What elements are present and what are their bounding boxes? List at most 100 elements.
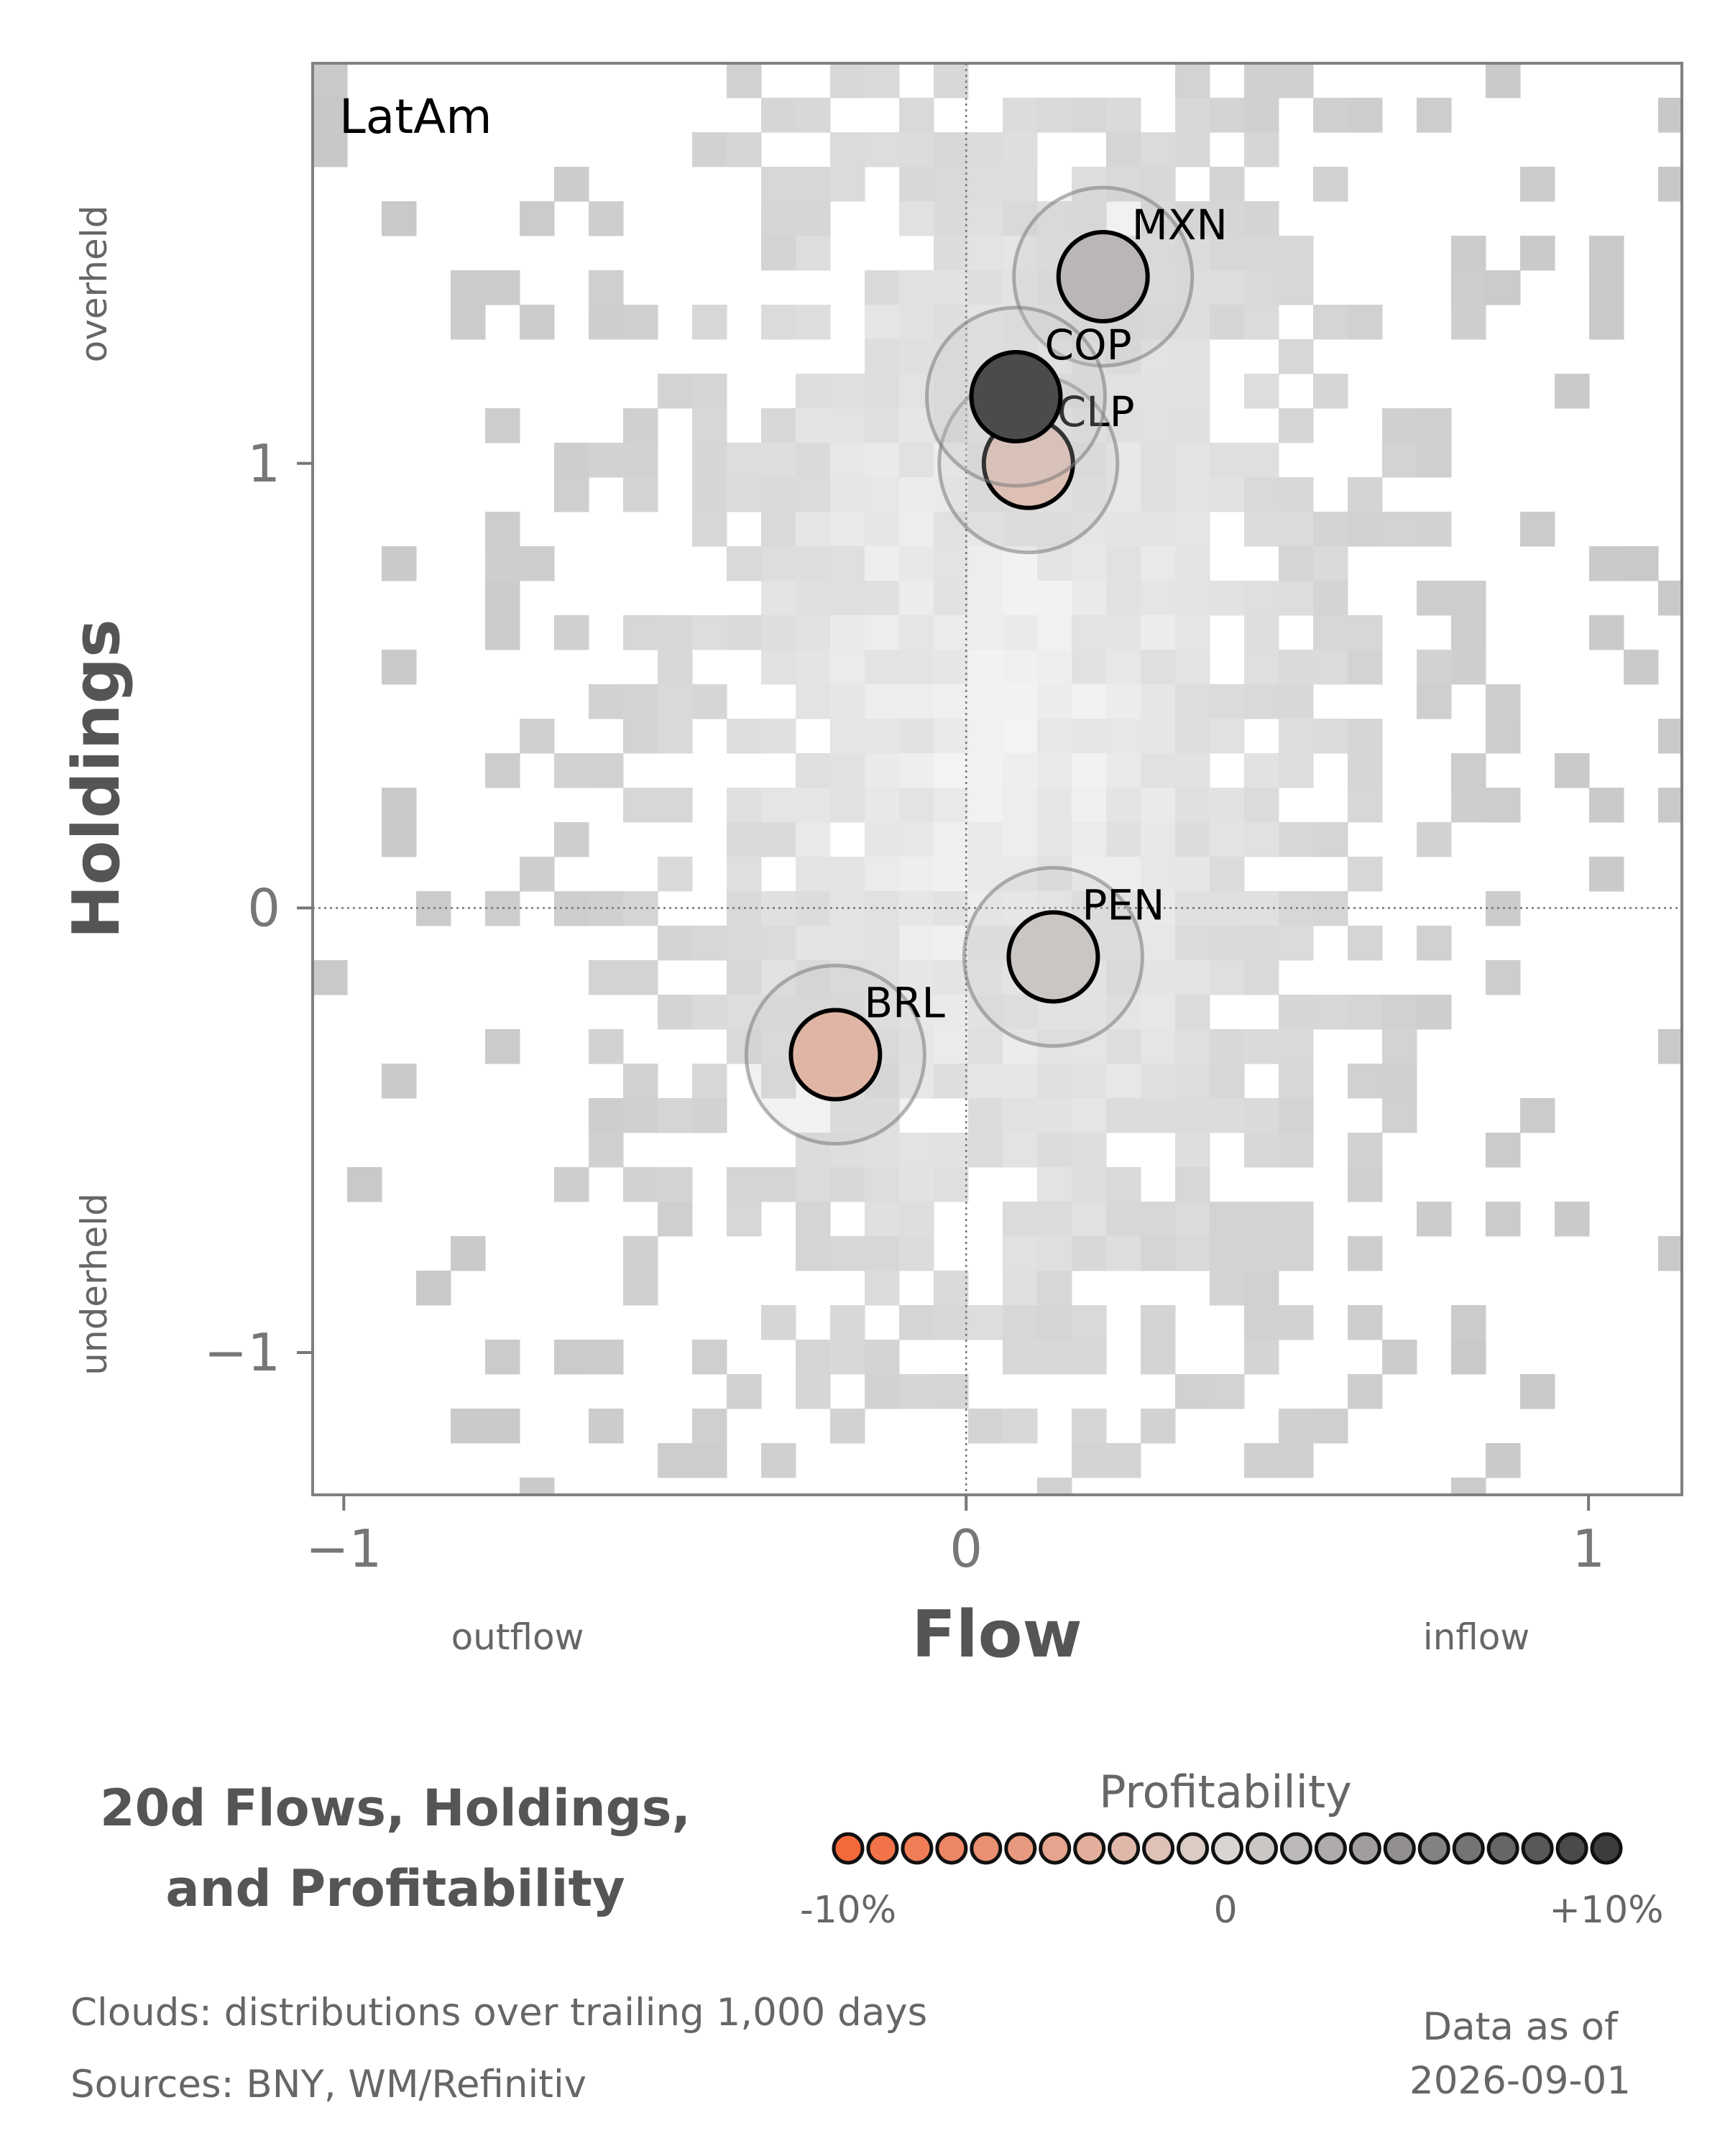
density-cell (1003, 684, 1038, 719)
density-cell (796, 236, 831, 271)
density-cell (382, 546, 417, 581)
density-cell (1106, 1443, 1141, 1478)
density-cell (1106, 581, 1141, 616)
density-cell (692, 443, 727, 478)
density-cell (1589, 236, 1624, 271)
density-cell (1417, 408, 1452, 443)
density-cell (1555, 1202, 1590, 1237)
density-cell (1210, 270, 1245, 305)
density-cell (968, 1064, 1003, 1099)
density-cell (1210, 960, 1245, 995)
density-cell (1210, 477, 1245, 512)
density-cell (1072, 1133, 1107, 1168)
density-cell (1520, 167, 1555, 202)
density-cell (1106, 1029, 1141, 1064)
density-cell (1175, 650, 1210, 685)
density-cell (623, 1271, 658, 1306)
density-cell (865, 63, 900, 98)
density-cell (761, 822, 796, 857)
density-cell (830, 1133, 865, 1168)
density-cell (1037, 1202, 1072, 1237)
density-cell (830, 788, 865, 823)
density-cell (761, 443, 796, 478)
density-cell (1210, 822, 1245, 857)
density-cell (1279, 546, 1314, 581)
density-cell (1106, 822, 1141, 857)
density-cell (1003, 788, 1038, 823)
density-cell (1175, 788, 1210, 823)
density-cell (1279, 1236, 1314, 1271)
density-cell (899, 857, 934, 892)
density-cell (1106, 1167, 1141, 1202)
density-cell (1589, 305, 1624, 340)
density-cell (520, 857, 555, 892)
density-cell (589, 1133, 624, 1168)
y-axis-ticks: −1 0 1 (204, 433, 313, 1383)
density-cell (934, 581, 969, 616)
density-cell (1348, 98, 1383, 133)
density-cell (623, 788, 658, 823)
point-mxn (1056, 229, 1150, 323)
density-cell (830, 477, 865, 512)
density-cell (830, 926, 865, 961)
density-cell (1486, 1133, 1521, 1168)
density-cell (1486, 63, 1521, 98)
density-cell (1210, 1271, 1245, 1306)
density-cell (692, 1443, 727, 1478)
density-cell (1106, 167, 1141, 202)
density-cell (1072, 546, 1107, 581)
y-tick-label: −1 (204, 1322, 280, 1383)
density-cell (899, 305, 934, 340)
density-cell (934, 201, 969, 236)
density-cell (865, 684, 900, 719)
density-cell (1520, 236, 1555, 271)
density-cell (658, 857, 693, 892)
density-cell (796, 753, 831, 788)
density-cell (1555, 753, 1590, 788)
density-cell (1279, 581, 1314, 616)
density-cell (1003, 650, 1038, 685)
density-cell (1175, 546, 1210, 581)
density-cell (1106, 1064, 1141, 1099)
density-cell (1106, 546, 1141, 581)
density-cell (1141, 1098, 1176, 1133)
density-cell (1210, 1064, 1245, 1099)
density-cell (865, 719, 900, 754)
density-cell (623, 615, 658, 650)
density-cell (934, 857, 969, 892)
density-cell (1175, 753, 1210, 788)
density-cell (968, 201, 1003, 236)
density-cell (451, 270, 486, 305)
density-cell (1175, 684, 1210, 719)
legend-swatch (970, 1832, 1003, 1865)
density-cell (968, 926, 1003, 961)
density-cell (899, 443, 934, 478)
density-cell (1279, 926, 1314, 961)
density-cell (589, 1340, 624, 1375)
density-cell (1210, 1098, 1245, 1133)
density-cell (1072, 1409, 1107, 1444)
density-cell (899, 822, 934, 857)
density-cell (1244, 512, 1279, 547)
density-cell (761, 615, 796, 650)
density-cell (1279, 339, 1314, 374)
density-cell (1279, 408, 1314, 443)
density-cell (1210, 1374, 1245, 1409)
density-cell (1141, 719, 1176, 754)
density-cell (1210, 1029, 1245, 1064)
density-cell (1072, 1202, 1107, 1237)
density-cell (1106, 374, 1141, 409)
density-cell (830, 1305, 865, 1340)
legend-title: Profitability (1099, 1766, 1352, 1818)
density-cell (727, 132, 762, 167)
density-cell (796, 788, 831, 823)
density-cell (1486, 270, 1521, 305)
density-cell (899, 753, 934, 788)
density-cell (623, 1236, 658, 1271)
density-cell (1003, 1409, 1038, 1444)
density-cell (1348, 926, 1383, 961)
density-cell (934, 719, 969, 754)
density-cell (1175, 1202, 1210, 1237)
density-cell (1348, 1236, 1383, 1271)
density-cell (520, 719, 555, 754)
